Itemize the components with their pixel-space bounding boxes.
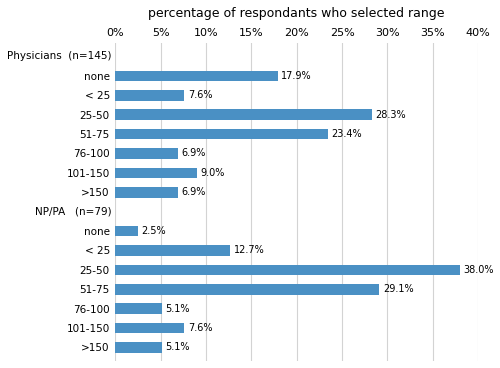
Bar [116,342,162,353]
Text: 23.4%: 23.4% [331,129,362,139]
Bar [116,187,178,198]
Bar [116,167,197,178]
Text: 2.5%: 2.5% [142,226,166,236]
Bar [116,226,138,236]
Bar [116,245,230,256]
Bar [116,284,379,295]
Text: 17.9%: 17.9% [282,71,312,81]
Text: Physicians  (n=145): Physicians (n=145) [7,52,112,61]
Text: 38.0%: 38.0% [464,265,494,275]
Title: percentage of respondants who selected range: percentage of respondants who selected r… [148,7,445,20]
Bar [116,71,278,81]
Bar [116,148,178,159]
Text: 28.3%: 28.3% [376,110,406,120]
Bar [116,129,328,139]
Text: 12.7%: 12.7% [234,245,265,255]
Text: 7.6%: 7.6% [188,90,212,100]
Text: 29.1%: 29.1% [383,284,414,294]
Text: 6.9%: 6.9% [182,187,206,197]
Text: 7.6%: 7.6% [188,323,212,333]
Bar [116,303,162,314]
Text: 5.1%: 5.1% [165,343,190,353]
Bar [116,90,184,100]
Text: 9.0%: 9.0% [200,168,225,178]
Text: 6.9%: 6.9% [182,149,206,159]
Text: NP/PA   (n=79): NP/PA (n=79) [35,207,112,217]
Text: 5.1%: 5.1% [165,304,190,314]
Bar [116,109,372,120]
Bar [116,265,460,275]
Bar [116,323,184,333]
